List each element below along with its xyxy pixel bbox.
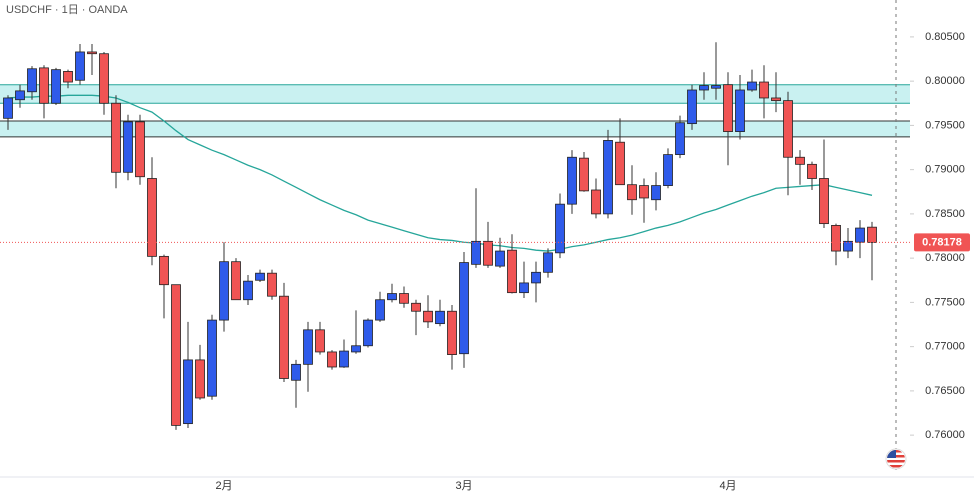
- candle-body: [171, 284, 181, 426]
- candle-body: [759, 81, 769, 99]
- y-tick-label: 0.79500: [925, 119, 965, 131]
- y-tick-label: 0.77000: [925, 341, 965, 353]
- candle-body: [507, 249, 517, 294]
- candle-body: [351, 345, 361, 353]
- candle-body: [855, 227, 865, 243]
- candle-body: [375, 299, 385, 321]
- candle-body: [3, 97, 13, 119]
- candle-body: [699, 85, 709, 91]
- flag-icon: [885, 448, 907, 470]
- candle-body: [447, 310, 457, 356]
- y-tick-label: 0.78500: [925, 208, 965, 220]
- candle-body: [615, 141, 625, 186]
- candle-body: [591, 189, 601, 215]
- candle-body: [555, 203, 565, 254]
- candle-body: [723, 84, 733, 132]
- candle-body: [495, 250, 505, 267]
- y-tick-label: 0.80500: [925, 31, 965, 43]
- candle-body: [411, 302, 421, 312]
- candle-body: [183, 359, 193, 425]
- candle-body: [663, 154, 673, 186]
- candle-body: [135, 121, 145, 178]
- candle-body: [579, 157, 589, 192]
- candle-body: [627, 184, 637, 201]
- y-tick-label: 0.78000: [925, 252, 965, 264]
- candle-body: [747, 81, 757, 91]
- candle-body: [399, 293, 409, 304]
- candle-body: [771, 97, 781, 102]
- candle-body: [159, 255, 169, 286]
- candle-body: [687, 89, 697, 125]
- candle-body: [279, 295, 289, 379]
- candle-body: [567, 156, 577, 205]
- candle-body: [795, 156, 805, 165]
- candle-body: [639, 185, 649, 199]
- candle-body: [75, 51, 85, 81]
- candle-body: [423, 310, 433, 323]
- candle-body: [219, 261, 229, 321]
- candle-body: [483, 240, 493, 266]
- candle-body: [243, 280, 253, 301]
- candle-body: [123, 121, 133, 173]
- candle-body: [267, 272, 277, 297]
- moving-average: [7, 94, 873, 252]
- candle-body: [843, 240, 853, 252]
- candle-body: [807, 163, 817, 179]
- candle-body: [471, 240, 481, 265]
- candle-body: [519, 282, 529, 294]
- plot: [0, 42, 910, 430]
- candle-body: [195, 359, 205, 399]
- candle-body: [543, 252, 553, 273]
- candle-body: [27, 68, 37, 93]
- candle-body: [87, 51, 97, 55]
- candle-body: [831, 224, 841, 252]
- candle-body: [147, 178, 157, 257]
- candle-body: [867, 226, 877, 243]
- candle-body: [327, 351, 337, 368]
- candle-body: [303, 329, 313, 365]
- candle-body: [111, 102, 121, 173]
- x-tick-label: 4月: [719, 480, 736, 492]
- candle-body: [531, 271, 541, 284]
- candle-body: [99, 53, 109, 104]
- candle-body: [291, 363, 301, 381]
- candle-body: [783, 100, 793, 158]
- candle-body: [51, 69, 61, 104]
- candle-body: [735, 89, 745, 132]
- candle-body: [255, 272, 265, 281]
- candle-body: [315, 329, 325, 353]
- zone: [0, 84, 910, 104]
- candle-body: [363, 319, 373, 347]
- candle-body: [339, 350, 349, 368]
- candle-body: [711, 85, 721, 89]
- candle-body: [651, 185, 661, 201]
- candle-body: [63, 71, 73, 83]
- candle-body: [459, 262, 469, 355]
- y-tick-label: 0.76500: [925, 385, 965, 397]
- last-price-label: 0.78178: [922, 236, 962, 248]
- candle-body: [603, 140, 613, 215]
- candle-body: [39, 67, 49, 104]
- candle-body: [675, 122, 685, 156]
- y-tick-label: 0.76000: [925, 429, 965, 441]
- candle-body: [435, 310, 445, 325]
- x-tick-label: 3月: [455, 480, 472, 492]
- y-tick-label: 0.80000: [925, 75, 965, 87]
- last-price-box: [914, 233, 970, 252]
- candle-body: [387, 293, 397, 301]
- y-tick-label: 0.77500: [925, 296, 965, 308]
- candle-body: [207, 319, 217, 397]
- x-tick-label: 2月: [215, 480, 232, 492]
- y-tick-label: 0.79000: [925, 164, 965, 176]
- candle-body: [15, 90, 25, 101]
- candle-body: [231, 261, 241, 301]
- symbol-title: USDCHF · 1日 · OANDA: [6, 4, 128, 16]
- candle-body: [819, 178, 829, 225]
